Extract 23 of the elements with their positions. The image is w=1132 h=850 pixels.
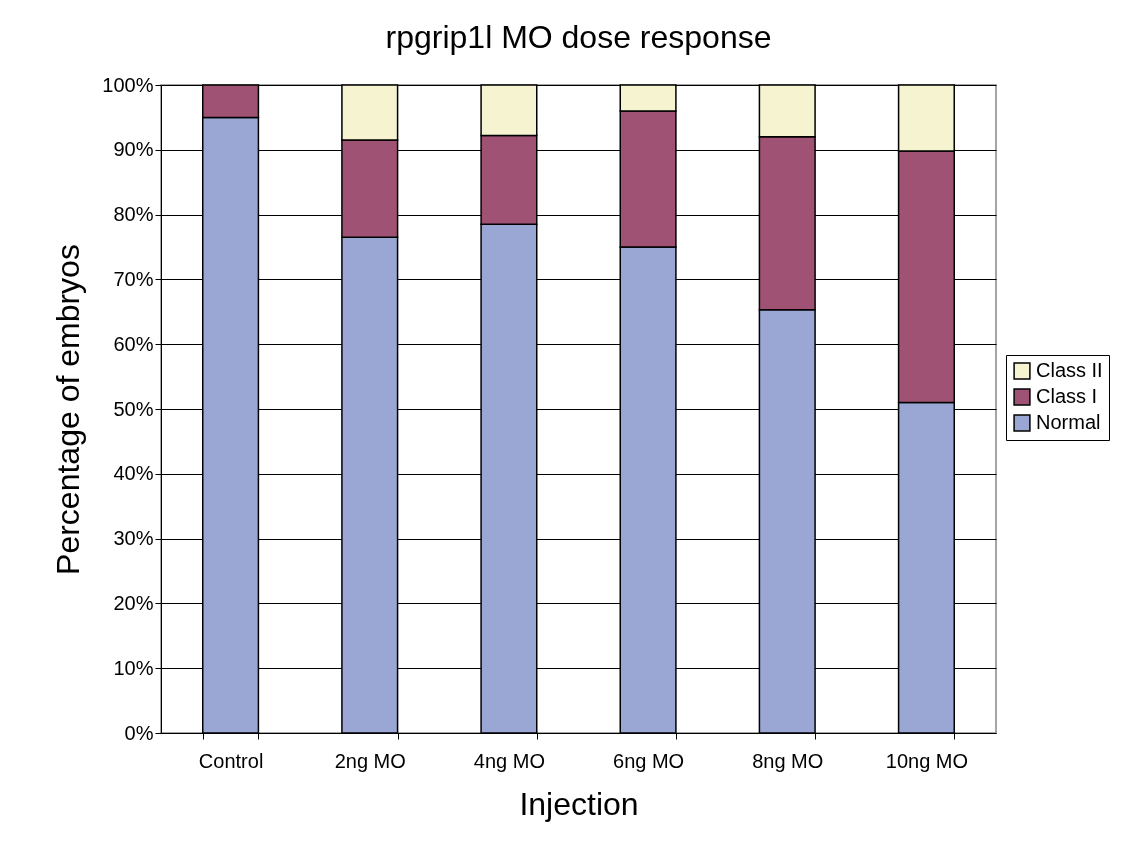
legend-label: Class I [1036,385,1098,407]
x-tick-label: 4ng MO [473,749,545,772]
x-tick-label: Control [198,749,264,772]
y-tick-label: 60% [113,332,154,355]
y-tick-label: 70% [113,267,154,290]
x-tick-label: 10ng MO [885,749,969,772]
chart-title: rpgrip1l MO dose response [385,19,772,55]
x-axis-title: Injection [519,785,639,822]
y-tick-label: 30% [113,527,154,550]
y-tick-label: 100% [102,73,154,96]
x-tick-label: 2ng MO [334,749,406,772]
x-tick-label: 8ng MO [752,749,824,772]
y-tick-label: 0% [124,721,154,744]
y-tick-label: 50% [113,397,154,420]
legend-label: Class II [1036,359,1103,381]
y-tick-label: 90% [113,138,154,161]
x-tick-label: 6ng MO [613,749,685,772]
y-tick-label: 80% [113,203,154,226]
y-tick-label: 40% [113,462,154,485]
y-tick-label: 20% [113,591,154,614]
legend-label: Normal [1036,411,1101,433]
y-axis-title: Percentage of embryos [50,244,87,575]
y-tick-label: 10% [113,656,154,679]
